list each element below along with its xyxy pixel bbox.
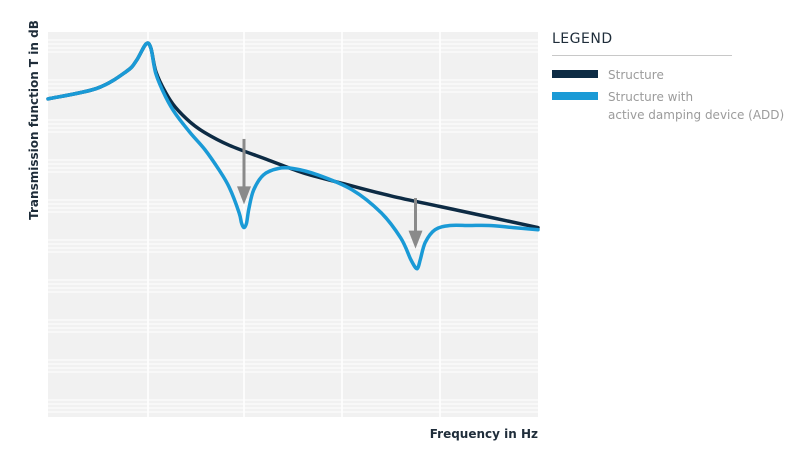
series-line-structure-with-add: [46, 41, 540, 271]
legend-label-structure: Structure: [608, 68, 664, 82]
legend-label-structure-with-add: Structure with active damping device (AD…: [608, 90, 785, 122]
legend-item-structure: Structure: [552, 66, 664, 84]
damping-arrow-head: [237, 186, 251, 205]
annotation-layer: [237, 138, 423, 249]
series-layer: [46, 41, 540, 271]
legend-swatch-structure: [552, 70, 598, 78]
damping-arrow-head: [408, 230, 423, 249]
grid: [48, 32, 538, 417]
legend-title: LEGEND: [552, 31, 613, 47]
y-axis-label: Transmission function T in dB: [27, 20, 41, 220]
legend-swatch-structure-with-add: [552, 92, 598, 100]
legend-item-structure-with-add: Structure with active damping device (AD…: [552, 88, 784, 124]
damping-arrow-2: [408, 198, 423, 249]
damping-arrow-1: [237, 138, 251, 205]
x-axis-label: Frequency in Hz: [429, 427, 538, 441]
legend-divider: [552, 55, 732, 56]
